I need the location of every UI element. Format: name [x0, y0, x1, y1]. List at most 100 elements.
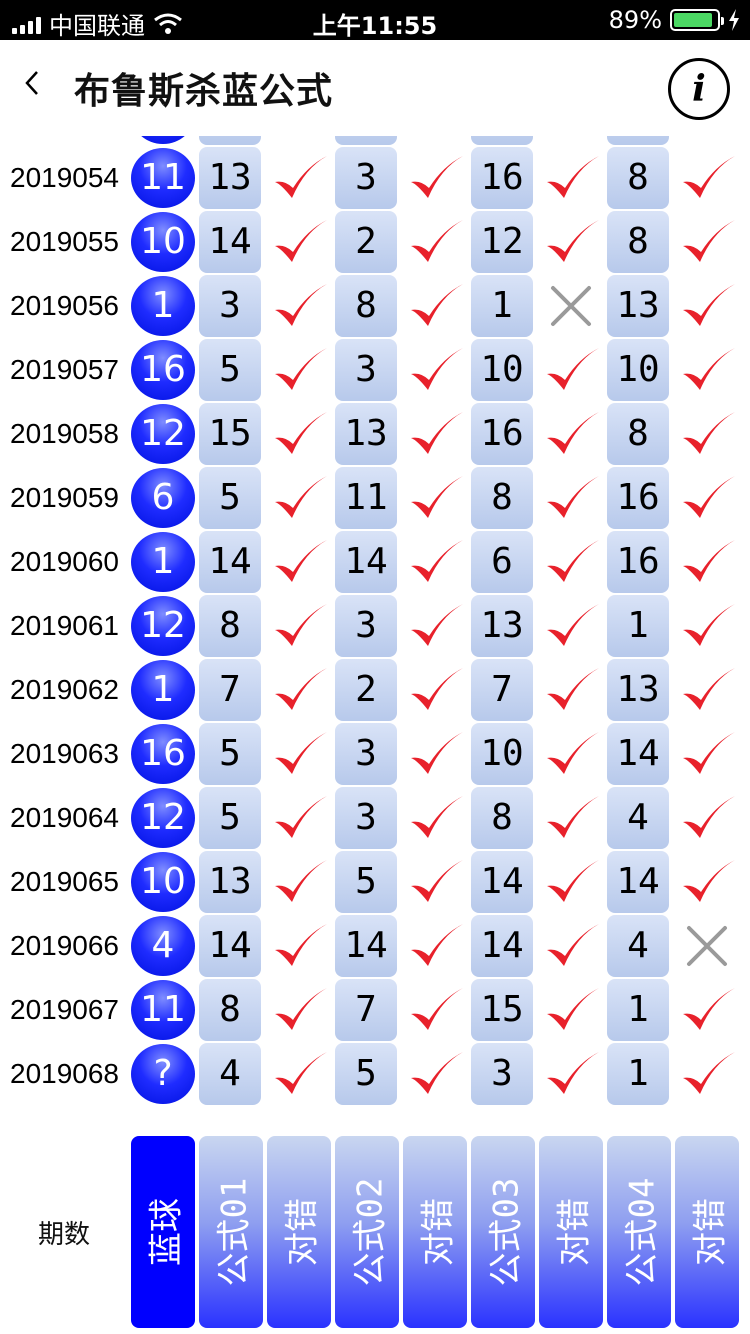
formula-2-cell: 7 [335, 979, 397, 1041]
period-cell: 2019060 [10, 546, 120, 577]
check-icon [267, 530, 331, 594]
blue-ball: 16 [131, 340, 195, 400]
formula-03-header[interactable]: 公式03 [471, 1136, 535, 1328]
check-icon [675, 1042, 739, 1106]
period-cell: 2019055 [10, 226, 120, 257]
info-button[interactable]: i [668, 58, 730, 120]
result-02-header[interactable]: 对错 [403, 1136, 467, 1328]
formula-04-header[interactable]: 公式04 [607, 1136, 671, 1328]
check-icon [539, 722, 603, 786]
formula-4-cell: 1 [607, 595, 669, 657]
period-cell: 2019061 [10, 610, 120, 641]
formula-2-cell: 3 [335, 595, 397, 657]
formula-1-cell: 4 [199, 1043, 261, 1105]
formula-3-cell: 4 [471, 136, 533, 145]
formula-4-cell: 16 [607, 467, 669, 529]
period-cell: 2019057 [10, 354, 120, 385]
formula-1-cell: 7 [199, 659, 261, 721]
check-icon [675, 786, 739, 850]
formula-2-cell: 13 [335, 403, 397, 465]
status-left: 中国联通 [12, 6, 183, 41]
period-cell: 2019065 [10, 866, 120, 897]
check-icon [675, 210, 739, 274]
formula-3-cell: 13 [471, 595, 533, 657]
formula-3-cell: 3 [471, 1043, 533, 1105]
signal-icon [12, 14, 41, 34]
formula-4-cell: 13 [607, 275, 669, 337]
formula-3-cell: 16 [471, 403, 533, 465]
formula-4-cell: 16 [607, 531, 669, 593]
check-icon [403, 658, 467, 722]
result-01-label: 对错 [282, 1198, 323, 1266]
blue-ball: 16 [131, 724, 195, 784]
formula-2-cell: 11 [335, 467, 397, 529]
formula-2-cell: 3 [335, 147, 397, 209]
formula-4-cell: 4 [607, 787, 669, 849]
chevron-left-icon [25, 71, 38, 95]
formula-3-cell: 10 [471, 339, 533, 401]
formula-2-cell: 3 [335, 787, 397, 849]
period-cell: 2019066 [10, 930, 120, 961]
result-04-header[interactable]: 对错 [675, 1136, 739, 1328]
formula-01-label: 公式01 [214, 1177, 255, 1287]
period-cell: 2019064 [10, 802, 120, 833]
result-01-header[interactable]: 对错 [267, 1136, 331, 1328]
period-cell: 2019067 [10, 994, 120, 1025]
check-icon [539, 466, 603, 530]
formula-3-cell: 1 [471, 275, 533, 337]
cross-icon [675, 914, 739, 978]
check-icon [539, 530, 603, 594]
results-table[interactable]: 2019053815948201905411133168201905510142… [0, 136, 750, 1132]
result-03-header[interactable]: 对错 [539, 1136, 603, 1328]
formula-1-cell: 5 [199, 467, 261, 529]
blue-ball: 8 [131, 136, 195, 144]
formula-1-cell: 3 [199, 275, 261, 337]
formula-2-cell: 5 [335, 851, 397, 913]
formula-3-cell: 7 [471, 659, 533, 721]
formula-02-header[interactable]: 公式02 [335, 1136, 399, 1328]
battery-percent: 89% [608, 6, 662, 34]
check-icon [403, 850, 467, 914]
blue-ball: 10 [131, 852, 195, 912]
check-icon [403, 136, 467, 146]
formula-4-cell: 14 [607, 851, 669, 913]
check-icon [675, 338, 739, 402]
check-icon [539, 658, 603, 722]
result-04-label: 对错 [690, 1198, 731, 1266]
formula-3-cell: 12 [471, 211, 533, 273]
formula-4-cell: 14 [607, 723, 669, 785]
formula-4-cell: 1 [607, 979, 669, 1041]
check-icon [675, 146, 739, 210]
formula-1-cell: 15 [199, 136, 261, 145]
check-icon [403, 274, 467, 338]
formula-04-label: 公式04 [622, 1177, 663, 1287]
formula-4-cell: 8 [607, 136, 669, 145]
ball-column-header[interactable]: 蓝球 [131, 1136, 195, 1328]
check-icon [403, 210, 467, 274]
period-cell: 2019058 [10, 418, 120, 449]
check-icon [267, 146, 331, 210]
blue-ball: 10 [131, 212, 195, 272]
check-icon [403, 466, 467, 530]
check-icon [267, 274, 331, 338]
formula-2-cell: 3 [335, 339, 397, 401]
check-icon [539, 146, 603, 210]
formula-1-cell: 13 [199, 851, 261, 913]
formula-3-cell: 8 [471, 787, 533, 849]
battery-icon [670, 9, 724, 31]
formula-2-cell: 9 [335, 136, 397, 145]
formula-01-header[interactable]: 公式01 [199, 1136, 263, 1328]
formula-4-cell: 8 [607, 211, 669, 273]
back-button[interactable] [22, 66, 52, 110]
period-cell: 2019068 [10, 1058, 120, 1089]
period-column-label: 期数 [38, 1220, 91, 1250]
cross-icon [539, 274, 603, 338]
check-icon [539, 914, 603, 978]
blue-ball: 6 [131, 468, 195, 528]
formula-02-label: 公式02 [350, 1177, 391, 1287]
period-cell: 2019056 [10, 290, 120, 321]
wifi-icon [153, 13, 183, 35]
period-cell: 2019054 [10, 162, 120, 193]
check-icon [539, 338, 603, 402]
check-icon [267, 402, 331, 466]
